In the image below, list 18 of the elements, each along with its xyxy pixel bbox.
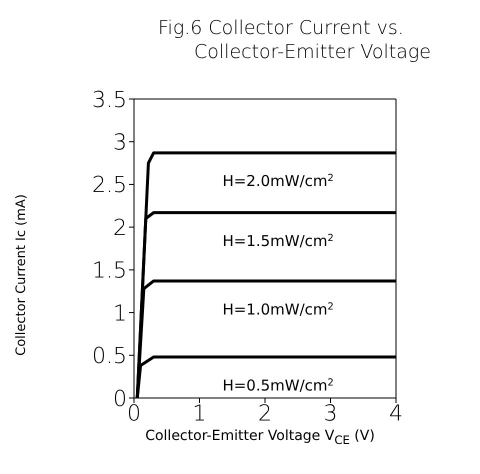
y-tick-label: 2.5 [92,173,127,198]
x-axis-title: Collector-Emitter Voltage V$_{CE}$ (V) [144,428,376,447]
y-axis-title: Collector Current Ic (mA) [14,194,28,356]
series-label: H=2.0mW/cm$^{2}$ [222,172,334,190]
x-tick-label: 2 [258,402,272,427]
x-tick-label: 3 [324,402,338,427]
y-tick-label: 1 [113,301,127,326]
y-tick-label: 1.5 [92,258,127,284]
y-tick-label: 2 [113,216,127,241]
y-tick-label: 3.5 [92,88,127,113]
y-tick-label: 3 [113,130,127,156]
y-tick-label: 0.5 [92,344,127,370]
series-label: H=1.0mW/cm$^{2}$ [222,300,334,318]
series-label: H=1.5mW/cm$^{2}$ [222,232,334,250]
x-tick-label: 1 [192,402,206,427]
series-label: H=0.5mW/cm$^{2}$ [222,376,334,394]
chart-title: Fig.6 Collector Current vs. Collector-Emitter Voltage [158,16,431,64]
x-tick-label: 4 [389,402,403,427]
